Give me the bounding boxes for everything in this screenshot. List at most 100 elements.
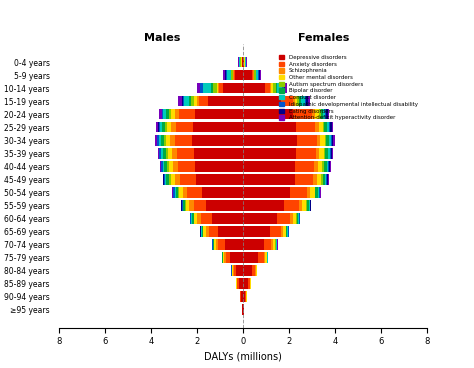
Bar — [243, 174, 294, 184]
Bar — [301, 96, 305, 106]
Bar — [310, 187, 315, 198]
Bar — [245, 291, 246, 302]
Bar — [319, 109, 320, 120]
Bar — [294, 96, 297, 106]
Bar — [193, 148, 243, 159]
Bar — [302, 200, 306, 210]
Bar — [237, 278, 239, 289]
Bar — [169, 161, 173, 171]
Bar — [201, 187, 243, 198]
Bar — [193, 200, 206, 210]
Bar — [157, 148, 159, 159]
Bar — [243, 96, 281, 106]
Bar — [192, 135, 243, 145]
Bar — [166, 135, 170, 145]
Bar — [167, 122, 171, 132]
Bar — [226, 252, 230, 263]
Bar — [162, 109, 163, 120]
Bar — [199, 96, 209, 106]
X-axis label: DALYs (millions): DALYs (millions) — [204, 352, 282, 362]
Bar — [209, 96, 243, 106]
Bar — [233, 265, 234, 276]
Bar — [155, 135, 157, 145]
Bar — [163, 148, 166, 159]
Bar — [171, 122, 176, 132]
Bar — [307, 200, 309, 210]
Bar — [213, 83, 217, 93]
Bar — [243, 278, 248, 289]
Bar — [243, 187, 290, 198]
Bar — [293, 213, 296, 224]
Bar — [305, 96, 306, 106]
Bar — [321, 174, 323, 184]
Bar — [330, 122, 331, 132]
Bar — [209, 226, 218, 237]
Bar — [248, 278, 250, 289]
Bar — [324, 122, 328, 132]
Bar — [239, 278, 243, 289]
Bar — [315, 122, 319, 132]
Bar — [258, 70, 259, 81]
Bar — [165, 122, 167, 132]
Bar — [299, 96, 301, 106]
Bar — [177, 148, 193, 159]
Bar — [331, 135, 332, 145]
Bar — [183, 200, 185, 210]
Bar — [290, 213, 293, 224]
Bar — [197, 96, 199, 106]
Bar — [223, 83, 243, 93]
Bar — [315, 187, 316, 198]
Bar — [194, 96, 197, 106]
Bar — [260, 70, 261, 81]
Bar — [252, 70, 254, 81]
Bar — [323, 109, 325, 120]
Bar — [189, 96, 191, 106]
Bar — [230, 252, 243, 263]
Bar — [175, 135, 192, 145]
Bar — [202, 226, 203, 237]
Bar — [309, 200, 310, 210]
Bar — [180, 174, 196, 184]
Bar — [159, 109, 162, 120]
Bar — [285, 83, 287, 93]
Bar — [243, 200, 284, 210]
Bar — [294, 174, 313, 184]
Bar — [196, 174, 243, 184]
Bar — [243, 213, 277, 224]
Bar — [160, 161, 161, 171]
Bar — [271, 83, 272, 93]
Bar — [273, 239, 275, 250]
Bar — [256, 70, 258, 81]
Bar — [315, 109, 319, 120]
Bar — [197, 213, 201, 224]
Bar — [306, 200, 307, 210]
Bar — [178, 96, 182, 106]
Bar — [324, 148, 325, 159]
Bar — [316, 187, 318, 198]
Bar — [171, 109, 174, 120]
Bar — [194, 213, 197, 224]
Bar — [327, 161, 328, 171]
Bar — [241, 291, 243, 302]
Bar — [164, 174, 165, 184]
Bar — [206, 226, 209, 237]
Bar — [326, 135, 329, 145]
Legend: Depressive disorders, Anxiety disorders, Schizophrenia, Other mental disorders, : Depressive disorders, Anxiety disorders,… — [277, 53, 420, 123]
Bar — [328, 174, 329, 184]
Bar — [218, 239, 225, 250]
Bar — [243, 239, 264, 250]
Bar — [167, 161, 169, 171]
Bar — [264, 239, 272, 250]
Bar — [171, 174, 175, 184]
Bar — [190, 200, 193, 210]
Bar — [332, 148, 333, 159]
Bar — [176, 187, 178, 198]
Bar — [320, 187, 321, 198]
Bar — [240, 291, 241, 302]
Bar — [252, 265, 255, 276]
Bar — [308, 96, 310, 106]
Bar — [225, 239, 243, 250]
Bar — [168, 148, 172, 159]
Bar — [234, 70, 235, 81]
Bar — [223, 70, 226, 81]
